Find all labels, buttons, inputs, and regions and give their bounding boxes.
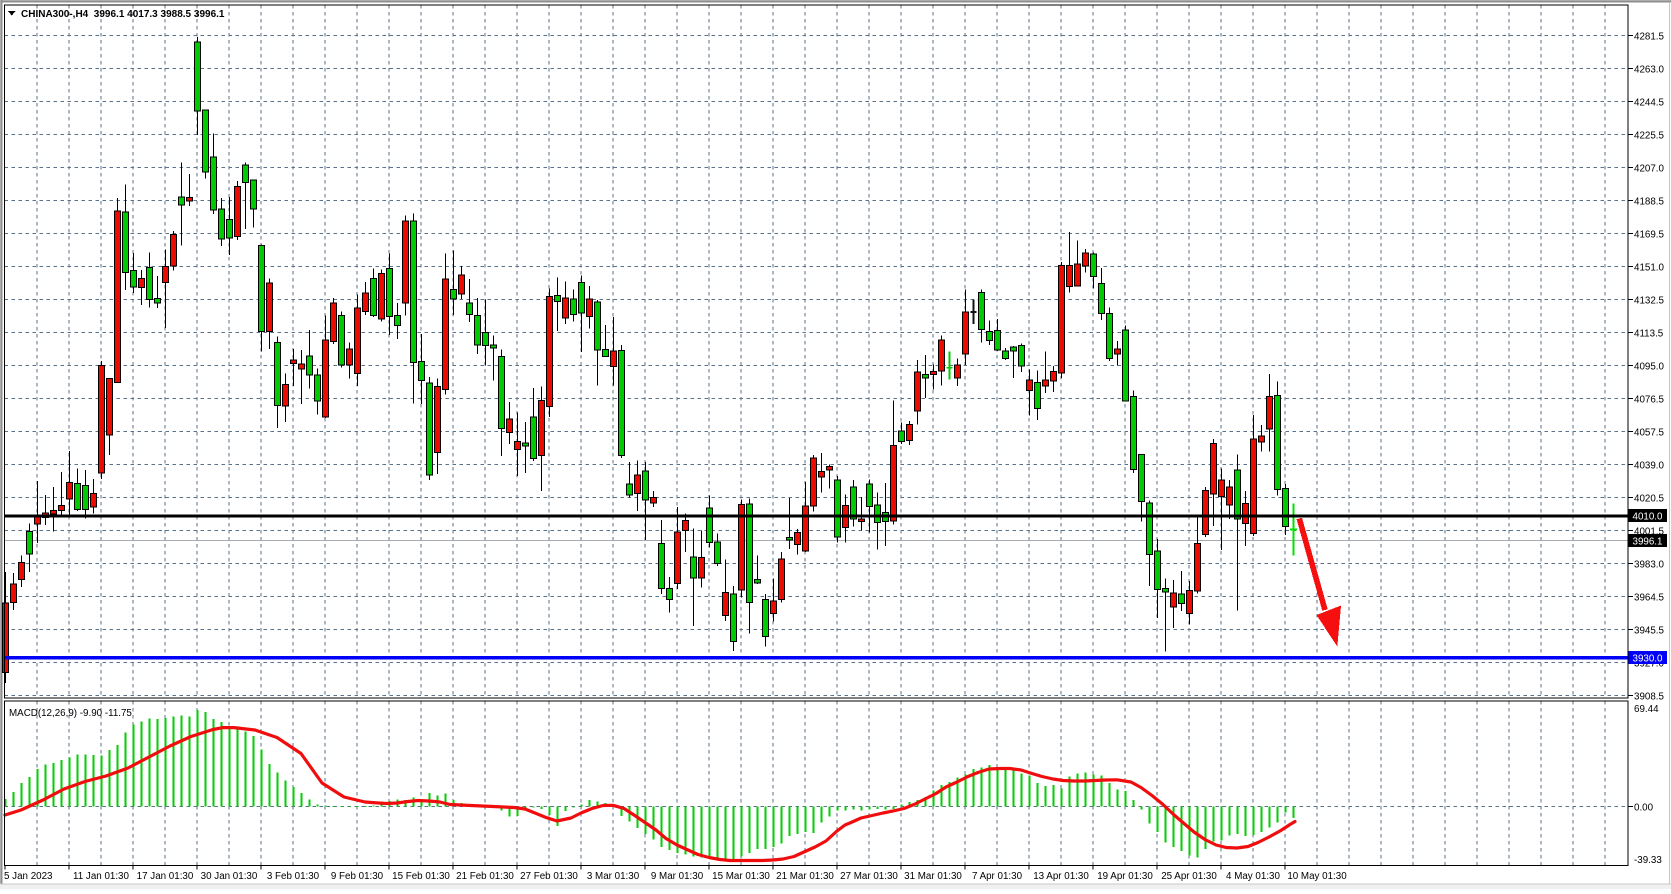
svg-text:4169.5: 4169.5 bbox=[1634, 230, 1665, 241]
svg-text:4001.5: 4001.5 bbox=[1634, 527, 1665, 538]
svg-text:4132.5: 4132.5 bbox=[1634, 296, 1665, 307]
svg-text:27 Mar 01:30: 27 Mar 01:30 bbox=[840, 871, 898, 882]
svg-text:4020.5: 4020.5 bbox=[1634, 494, 1665, 505]
svg-text:9 Mar 01:30: 9 Mar 01:30 bbox=[651, 871, 704, 882]
svg-text:4281.5: 4281.5 bbox=[1634, 32, 1665, 43]
svg-text:5 Jan 2023: 5 Jan 2023 bbox=[4, 871, 53, 882]
svg-text:4010.0: 4010.0 bbox=[1633, 512, 1664, 523]
svg-text:7 Apr 01:30: 7 Apr 01:30 bbox=[972, 871, 1023, 882]
svg-text:4113.5: 4113.5 bbox=[1634, 329, 1664, 340]
svg-text:4 May 01:30: 4 May 01:30 bbox=[1226, 871, 1280, 882]
svg-text:4057.5: 4057.5 bbox=[1634, 428, 1665, 439]
svg-text:4263.0: 4263.0 bbox=[1634, 65, 1665, 76]
svg-text:4039.0: 4039.0 bbox=[1634, 461, 1665, 472]
svg-text:-39.33: -39.33 bbox=[1634, 855, 1662, 866]
svg-text:0.00: 0.00 bbox=[1634, 803, 1654, 814]
svg-text:17 Jan 01:30: 17 Jan 01:30 bbox=[137, 871, 194, 882]
svg-text:10 May 01:30: 10 May 01:30 bbox=[1287, 871, 1347, 882]
svg-text:3930.0: 3930.0 bbox=[1633, 654, 1664, 665]
svg-text:4095.0: 4095.0 bbox=[1634, 362, 1665, 373]
svg-text:21 Mar 01:30: 21 Mar 01:30 bbox=[776, 871, 834, 882]
svg-text:3964.5: 3964.5 bbox=[1634, 593, 1665, 604]
svg-text:4225.5: 4225.5 bbox=[1634, 131, 1665, 142]
svg-text:30 Jan 01:30: 30 Jan 01:30 bbox=[201, 871, 258, 882]
svg-text:4207.0: 4207.0 bbox=[1634, 164, 1665, 175]
svg-text:11 Jan 01:30: 11 Jan 01:30 bbox=[73, 871, 129, 882]
svg-text:31 Mar 01:30: 31 Mar 01:30 bbox=[904, 871, 962, 882]
svg-text:27 Feb 01:30: 27 Feb 01:30 bbox=[520, 871, 578, 882]
svg-text:25 Apr 01:30: 25 Apr 01:30 bbox=[1161, 871, 1217, 882]
svg-text:15 Feb 01:30: 15 Feb 01:30 bbox=[392, 871, 450, 882]
svg-text:3996.1: 3996.1 bbox=[1633, 537, 1663, 548]
svg-text:69.44: 69.44 bbox=[1634, 704, 1659, 715]
svg-text:19 Apr 01:30: 19 Apr 01:30 bbox=[1097, 871, 1153, 882]
svg-text:CHINA300-,H4 3996.1 4017.3 39: CHINA300-,H4 3996.1 4017.3 3988.5 3996.1 bbox=[21, 9, 225, 20]
svg-text:4188.5: 4188.5 bbox=[1634, 197, 1665, 208]
svg-text:3 Mar 01:30: 3 Mar 01:30 bbox=[587, 871, 640, 882]
svg-text:MACD(12,26,9) -9.90 -11.75: MACD(12,26,9) -9.90 -11.75 bbox=[9, 708, 132, 719]
svg-text:4151.0: 4151.0 bbox=[1634, 263, 1665, 274]
svg-text:13 Apr 01:30: 13 Apr 01:30 bbox=[1033, 871, 1089, 882]
svg-text:3945.5: 3945.5 bbox=[1634, 626, 1665, 637]
svg-text:3908.5: 3908.5 bbox=[1634, 692, 1665, 703]
svg-text:9 Feb 01:30: 9 Feb 01:30 bbox=[331, 871, 384, 882]
svg-text:4076.5: 4076.5 bbox=[1634, 395, 1665, 406]
svg-text:4244.5: 4244.5 bbox=[1634, 98, 1665, 109]
svg-text:3 Feb 01:30: 3 Feb 01:30 bbox=[267, 871, 320, 882]
svg-text:21 Feb 01:30: 21 Feb 01:30 bbox=[456, 871, 514, 882]
svg-text:15 Mar 01:30: 15 Mar 01:30 bbox=[712, 871, 770, 882]
svg-text:3983.0: 3983.0 bbox=[1634, 560, 1665, 571]
